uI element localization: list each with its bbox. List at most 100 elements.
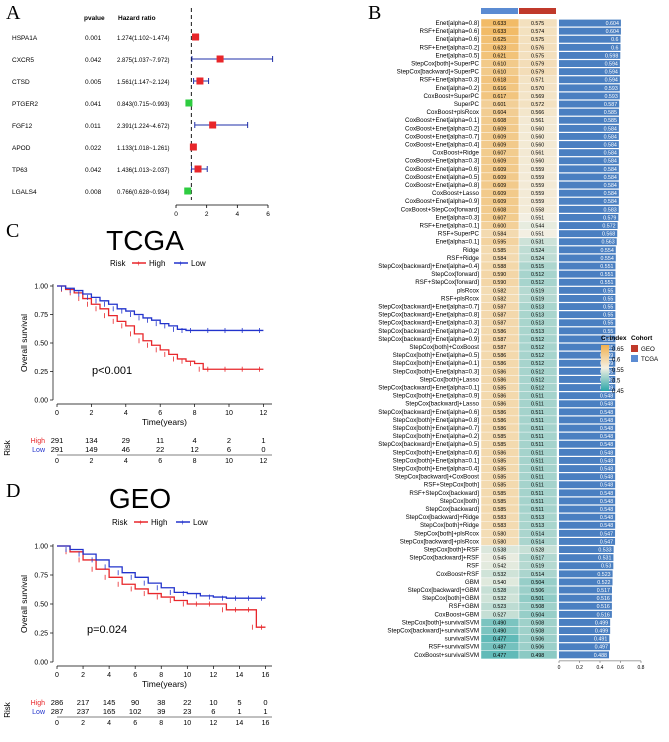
km-y-tick-label: 0.50 xyxy=(34,341,48,348)
risk-table-high-count: 90 xyxy=(131,698,139,707)
heatmap-row-label: StepCox[backward]+CoxBoost xyxy=(395,474,479,481)
heatmap-cell-geo-value: 0.559 xyxy=(531,167,544,173)
km-curve-low xyxy=(57,285,264,332)
heatmap-cell-geo-value: 0.511 xyxy=(531,434,544,440)
legend-cindex-tick: 0.65 xyxy=(612,347,624,353)
heatmap-mean-bar xyxy=(559,141,619,148)
heatmap-mean-value: 0.499 xyxy=(595,620,608,626)
heatmap-mean-value: 0.585 xyxy=(604,110,617,116)
heatmap-mean-value: 0.551 xyxy=(600,280,613,286)
risk-table-high-count: 38 xyxy=(157,698,165,707)
forest-hr-text: 1.274(1.102~1.474) xyxy=(117,36,170,42)
km-x-tick-label: 2 xyxy=(81,672,85,679)
heatmap-mean-value: 0.516 xyxy=(597,596,610,602)
heatmap-row-label: StepCox[both]+Enet[alpha=0.4] xyxy=(393,466,480,473)
forest-hr-text: 1.436(1.013~2.037) xyxy=(117,168,170,174)
heatmap-cell-tcga-value: 0.633 xyxy=(493,21,506,27)
km-y-tick-label: 0.50 xyxy=(34,602,48,609)
heatmap-cell-geo-value: 0.513 xyxy=(531,305,544,311)
risk-table-time: 0 xyxy=(55,720,59,727)
heatmap-mean-value: 0.584 xyxy=(604,167,617,173)
km-x-tick-label: 4 xyxy=(124,410,128,417)
heatmap-cell-geo-value: 0.498 xyxy=(531,653,544,659)
legend-geo-swatch xyxy=(631,345,638,352)
km-y-tick-label: 0.25 xyxy=(34,631,48,638)
heatmap-cell-tcga-value: 0.609 xyxy=(493,167,506,173)
heatmap-cell-tcga-value: 0.528 xyxy=(493,588,506,594)
heatmap-mean-bar xyxy=(559,416,616,424)
heatmap-cell-tcga-value: 0.609 xyxy=(493,175,506,181)
heatmap-row-label: StepCox[backward]+Enet[alpha=0.7] xyxy=(378,304,479,311)
heatmap-cell-tcga-value: 0.609 xyxy=(493,183,506,189)
heatmap-cell-geo-value: 0.544 xyxy=(531,224,544,230)
heatmap-mean-bar xyxy=(559,327,616,335)
heatmap-mean-value: 0.548 xyxy=(600,418,613,424)
heatmap-cell-tcga-value: 0.585 xyxy=(493,248,506,254)
heatmap-mean-value: 0.548 xyxy=(600,442,613,448)
heatmap-cell-geo-value: 0.514 xyxy=(531,531,544,537)
heatmap-row-label: survivalSVM xyxy=(445,636,479,643)
bar-axis-tick-label: 0.6 xyxy=(617,665,624,671)
heatmap-mean-value: 0.593 xyxy=(605,94,618,100)
heatmap-row-label: StepCox[backward] xyxy=(425,506,479,513)
heatmap-row-label: StepCox[backward]+Enet[alpha=0.9] xyxy=(378,336,479,343)
forest-pvalue: 0.042 xyxy=(85,57,102,64)
heatmap-row-label: CoxBoost+Enet[alpha=0.7] xyxy=(405,133,479,140)
heatmap-mean-value: 0.551 xyxy=(600,264,613,270)
risk-table-label: Risk xyxy=(3,701,12,718)
heatmap-mean-bar xyxy=(559,610,612,618)
heatmap-mean-bar xyxy=(559,84,620,92)
heatmap-row-label: RSF+Enet[alpha=0.1] xyxy=(419,223,479,230)
heatmap-mean-bar xyxy=(559,546,614,553)
heatmap-row-label: StepCox[backward]+SuperPC xyxy=(397,69,480,76)
heatmap-cell-geo-value: 0.511 xyxy=(531,418,544,424)
heatmap-cell-geo-value: 0.515 xyxy=(531,264,544,270)
heatmap-mean-value: 0.55 xyxy=(603,321,613,327)
heatmap-cell-geo-value: 0.560 xyxy=(531,134,544,140)
heatmap-mean-bar xyxy=(559,311,616,319)
heatmap-mean-bar xyxy=(559,76,620,84)
heatmap-mean-bar xyxy=(559,286,616,294)
heatmap-row-label: CoxBoost+Enet[alpha=0.1] xyxy=(405,117,479,124)
heatmap-cell-geo-value: 0.528 xyxy=(531,548,544,554)
heatmap-row-label: StepCox[both]+plsRcox xyxy=(414,530,480,537)
risk-table-low-count: 12 xyxy=(190,445,198,454)
heatmap-row-label: StepCox[both]+Ridge xyxy=(420,522,480,529)
risk-table-low-count: 1 xyxy=(263,707,267,716)
forest-pvalue: 0.011 xyxy=(85,123,101,130)
heatmap-row-label: StepCox[both]+CoxBoost xyxy=(409,344,479,351)
heatmap-mean-bar xyxy=(559,116,619,124)
forest-gene-label: CTSD xyxy=(12,79,30,86)
heatmap-row-label: StepCox[both]+Enet[alpha=0.7] xyxy=(393,425,480,432)
heatmap-cell-geo-value: 0.512 xyxy=(531,280,544,286)
heatmap-mean-value: 0.517 xyxy=(597,588,610,594)
heatmap-cell-geo-value: 0.524 xyxy=(531,248,544,254)
heatmap-row-label: StepCox[backward]+RSF xyxy=(409,555,479,562)
heatmap-cell-tcga-value: 0.609 xyxy=(493,159,506,165)
heatmap-mean-value: 0.598 xyxy=(605,53,618,59)
heatmap-mean-value: 0.584 xyxy=(604,175,617,181)
legend-cindex-title: C−index xyxy=(601,335,627,342)
risk-table-high-count: 291 xyxy=(51,436,64,445)
heatmap-cell-geo-value: 0.504 xyxy=(531,580,544,586)
heatmap-cell-tcga-value: 0.610 xyxy=(493,70,506,76)
heatmap-mean-bar xyxy=(559,627,611,634)
heatmap-cell-geo-value: 0.511 xyxy=(531,499,544,505)
risk-table-high-count: 286 xyxy=(51,698,64,707)
risk-table-low-count: 6 xyxy=(211,707,215,716)
heatmap-cell-tcga-value: 0.595 xyxy=(493,240,506,246)
km-legend-label: Risk xyxy=(112,518,129,527)
heatmap-cell-geo-value: 0.511 xyxy=(531,507,544,513)
km-x-tick-label: 4 xyxy=(107,672,111,679)
heatmap-mean-bar xyxy=(559,457,616,464)
km-plot-tcga: TCGA Risk + High + Low 0.00 0.25 0.50 0.75 1.00 0 2 4… xyxy=(3,225,272,465)
legend-geo-label: GEO xyxy=(641,346,655,353)
risk-table-low-count: 1 xyxy=(237,707,241,716)
forest-pvalue: 0.022 xyxy=(85,145,102,152)
heatmap-row-label: GBM xyxy=(465,579,479,586)
heatmap-mean-value: 0.55 xyxy=(603,313,613,319)
heatmap-mean-value: 0.548 xyxy=(600,450,613,456)
heatmap-mean-bar xyxy=(559,43,621,51)
heatmap-mean-bar xyxy=(559,505,616,513)
heatmap-mean-bar xyxy=(559,529,616,537)
